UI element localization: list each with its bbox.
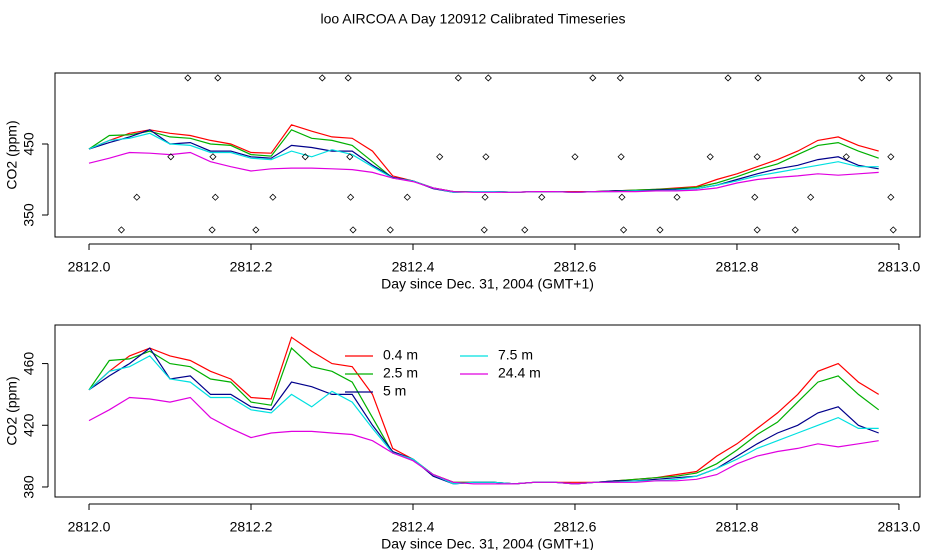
x-tick-label: 2813.0 [878,519,921,535]
flag-point [214,74,222,82]
flag-point [482,153,490,161]
flag-point [349,226,357,234]
flag-point [842,153,850,161]
flag-point [807,193,815,201]
flag-point [885,74,893,82]
plot-frame [54,72,921,238]
y-tick-label: 460 [21,352,37,376]
flag-point [538,193,546,201]
flag-point [616,74,624,82]
flag-point [791,226,799,234]
legend-label: 0.4 m [383,347,418,363]
y-tick-label: 420 [21,413,37,437]
flag-point [618,193,626,201]
flag-point [436,153,444,161]
flag-point [858,74,866,82]
flag-point [753,153,761,161]
series-line [88,132,879,193]
flag-point [386,226,394,234]
flag-point [454,74,462,82]
flag-point [889,226,897,234]
y-axis-label: CO2 (ppm) [4,376,20,445]
flag-point [269,193,277,201]
y-axis-label: CO2 (ppm) [4,120,20,189]
flag-point [706,153,714,161]
flag-point [167,153,175,161]
flag-point [724,74,732,82]
flag-point [318,74,326,82]
flag-point [346,153,354,161]
x-tick-label: 2812.6 [554,519,597,535]
x-tick-label: 2812.2 [230,259,273,275]
legend-label: 2.5 m [383,365,418,381]
flag-point [344,74,352,82]
y-tick-label: 380 [21,475,37,499]
flag-point [184,74,192,82]
series-line [88,151,879,193]
flag-point [481,193,489,201]
flag-point [887,193,895,201]
flag-point [208,226,216,234]
flag-point [117,226,125,234]
flag-point [301,153,309,161]
x-tick-label: 2812.8 [716,259,759,275]
x-tick-label: 2812.0 [68,519,111,535]
plot-frame [54,324,921,498]
flag-point [589,74,597,82]
flag-point [753,226,761,234]
flag-point [673,193,681,201]
x-tick-label: 2812.8 [716,519,759,535]
flag-point [620,226,628,234]
series-line [88,355,879,485]
x-tick-label: 2812.2 [230,519,273,535]
x-tick-label: 2812.4 [392,519,435,535]
flag-point [751,193,759,201]
flag-point [347,193,355,201]
x-axis-label: Day since Dec. 31, 2004 (GMT+1) [381,536,594,550]
flag-point [484,74,492,82]
flag-point [754,74,762,82]
y-tick-label: 450 [21,132,37,156]
series-line [88,396,879,485]
flag-point [887,153,895,161]
x-tick-label: 2812.0 [68,259,111,275]
x-axis-label: Day since Dec. 31, 2004 (GMT+1) [381,276,594,292]
chart-title: loo AIRCOA A Day 120912 Calibrated Times… [320,11,625,27]
flag-point [617,153,625,161]
legend-label: 5 m [383,383,406,399]
legend-label: 7.5 m [498,347,533,363]
flag-point [211,193,219,201]
flag-point [252,226,260,234]
flag-point [480,226,488,234]
flag-point [656,226,664,234]
flag-point [571,153,579,161]
flag-point [133,193,141,201]
x-tick-label: 2813.0 [878,259,921,275]
x-tick-label: 2812.6 [554,259,597,275]
flag-point [209,153,217,161]
flag-point [521,226,529,234]
flag-point [403,193,411,201]
legend-label: 24.4 m [498,365,541,381]
x-tick-label: 2812.4 [392,259,435,275]
y-tick-label: 350 [21,203,37,227]
